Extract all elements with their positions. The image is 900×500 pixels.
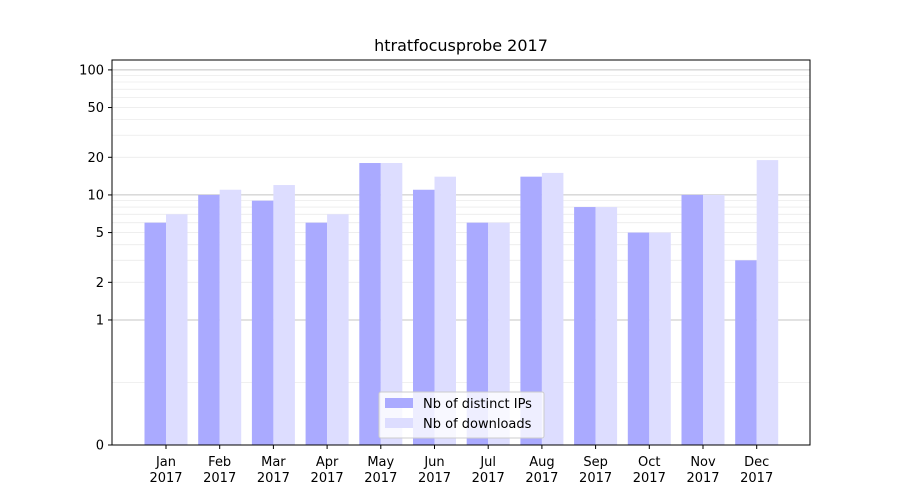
bar-downloads (649, 232, 671, 445)
y-axis: 0 1 2 5 10 20 50 100 (79, 63, 112, 454)
x-tick-label: Apr 2017 (311, 455, 344, 486)
legend-label-distinct-ips: Nb of distinct IPs (423, 397, 532, 412)
bar-downloads (703, 194, 725, 445)
bar-distinct-ips (251, 200, 274, 445)
bar-downloads (488, 222, 510, 445)
bar-downloads (219, 189, 242, 445)
bar-distinct-ips (627, 232, 650, 445)
legend-swatch-downloads (385, 418, 413, 428)
legend-box (378, 391, 545, 439)
x-tick-label: Dec 2017 (740, 455, 773, 486)
bar-distinct-ips (198, 194, 220, 445)
legend: Nb of distinct IPs Nb of downloads (378, 391, 545, 439)
bar-distinct-ips (305, 222, 328, 445)
x-tick-label: Nov 2017 (686, 455, 719, 486)
x-tick-label: Jul 2017 (472, 455, 505, 486)
bar-downloads (380, 163, 403, 445)
bar-distinct-ips (359, 163, 381, 445)
bar-downloads (273, 185, 295, 445)
bar-downloads (756, 160, 779, 445)
legend-label-downloads: Nb of downloads (423, 417, 532, 432)
bar-distinct-ips (681, 194, 703, 445)
y-tick-label: 1 (96, 313, 104, 328)
x-tick-label: Mar 2017 (257, 455, 290, 486)
legend-swatch-distinct-ips (385, 398, 413, 408)
bars (144, 160, 779, 445)
x-tick-label: Jan 2017 (149, 455, 182, 486)
y-tick-label: 5 (96, 226, 104, 241)
plot-frame (111, 59, 811, 446)
x-tick-label: May 2017 (364, 455, 397, 486)
bar-distinct-ips (466, 222, 489, 445)
y-tick-label: 50 (87, 101, 104, 116)
bar-distinct-ips (735, 260, 757, 445)
bar-downloads (166, 214, 188, 445)
y-tick-label: 20 (87, 151, 104, 166)
y-tick-label: 2 (96, 276, 104, 291)
y-tick-label: 10 (87, 188, 104, 203)
chart-title: htratfocusprobe 2017 (374, 36, 548, 55)
x-axis: Jan 2017 Feb 2017 Mar 2017 Apr 2017 May 2017 Jun 20… (149, 445, 773, 486)
bar-downloads (541, 172, 564, 445)
x-tick-label: Sep 2017 (579, 455, 612, 486)
bar-distinct-ips (144, 222, 166, 445)
bar-distinct-ips (413, 189, 435, 445)
x-tick-label: Oct 2017 (633, 455, 666, 486)
bar-downloads (434, 176, 456, 445)
x-tick-label: Feb 2017 (203, 455, 236, 486)
x-tick-label: Jun 2017 (418, 455, 451, 486)
x-tick-label: Aug 2017 (525, 455, 558, 486)
y-tick-label: 0 (96, 439, 104, 454)
bar-downloads (595, 207, 618, 445)
bar-distinct-ips (574, 207, 596, 445)
y-tick-label: 100 (79, 63, 104, 78)
bar-downloads (327, 214, 349, 445)
bar-distinct-ips (520, 176, 542, 445)
